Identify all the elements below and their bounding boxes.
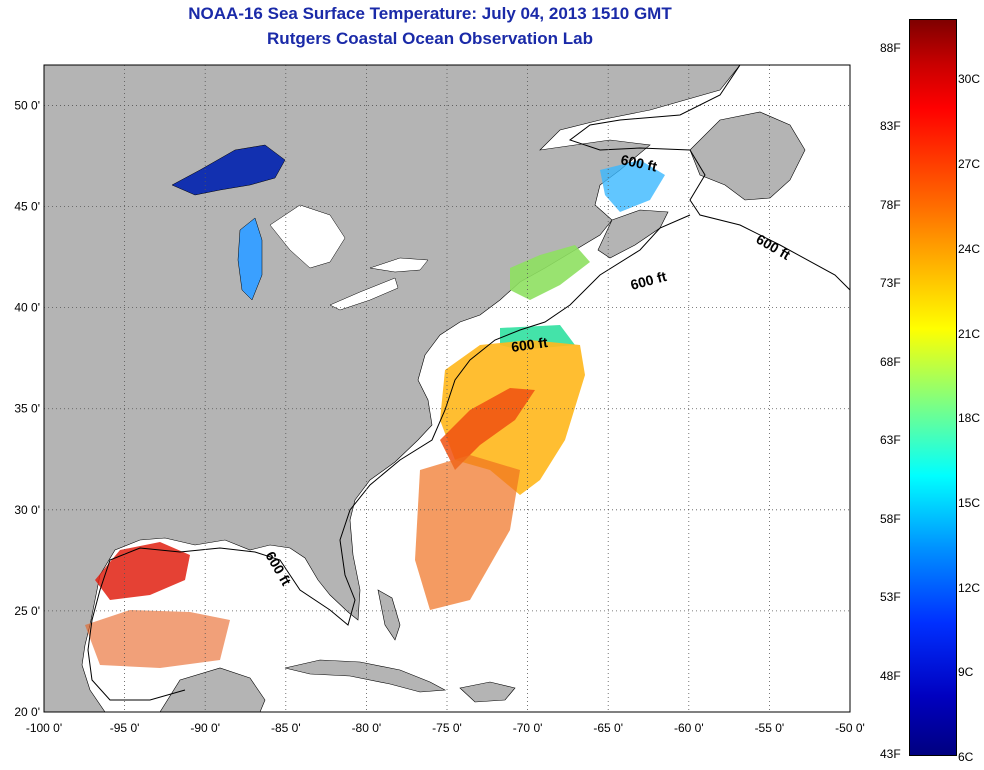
y-tick-label: 40 0' bbox=[14, 301, 40, 315]
x-tick-label: -65 0' bbox=[593, 721, 623, 735]
land-newfoundland bbox=[689, 111, 806, 201]
x-axis-ticks: -100 0' -95 0' -90 0' -85 0' -80 0' -75 0' -70… bbox=[26, 721, 865, 735]
contour-label-hudson: 600 ft bbox=[510, 334, 549, 355]
plot-frame bbox=[43, 64, 851, 713]
colorbar-c-label: 6C bbox=[958, 750, 974, 765]
colorbar-c-label: 21C bbox=[958, 326, 981, 341]
land-hispaniola bbox=[459, 681, 516, 703]
lake-erie bbox=[329, 277, 399, 311]
shelf-contour-line bbox=[87, 65, 850, 701]
colorbar-c-label: 18C bbox=[958, 411, 981, 426]
y-tick-label: 20 0' bbox=[14, 705, 40, 719]
y-axis-ticks: 50 0' 45 0' 40 0' 35 0' 30 0' 25 0' 20 0' bbox=[14, 98, 40, 719]
colorbar-f-label: 68F bbox=[880, 354, 901, 369]
lake-ontario bbox=[369, 257, 429, 273]
lake-michigan bbox=[237, 217, 263, 301]
colorbar-c-label: 30C bbox=[958, 72, 981, 87]
contour-label-newfoundland: 600 ft bbox=[619, 151, 658, 174]
land-cuba bbox=[284, 659, 447, 693]
colorbar-c-label: 9C bbox=[958, 665, 974, 680]
y-tick-label: 25 0' bbox=[14, 604, 40, 618]
x-tick-label: -90 0' bbox=[190, 721, 220, 735]
x-tick-label: -85 0' bbox=[271, 721, 301, 735]
land-nova-scotia bbox=[597, 209, 669, 259]
colorbar-c-label: 15C bbox=[958, 495, 981, 510]
colorbar-f-label: 53F bbox=[880, 590, 901, 605]
colorbar-f-label: 88F bbox=[880, 41, 901, 55]
chart-subtitle: Rutgers Coastal Ocean Observation Lab bbox=[267, 29, 593, 48]
colorbar-c-label: 12C bbox=[958, 580, 981, 595]
y-tick-label: 45 0' bbox=[14, 200, 40, 214]
sst-st-lawrence bbox=[600, 160, 665, 212]
colorbar-f-label: 58F bbox=[880, 511, 901, 526]
colorbar-f-label: 63F bbox=[880, 433, 901, 448]
colorbar-f-label: 48F bbox=[880, 668, 901, 683]
colorbar-f-label: 78F bbox=[880, 197, 901, 212]
chart-title: NOAA-16 Sea Surface Temperature: July 04… bbox=[188, 4, 672, 23]
colorbar-c-label: 24C bbox=[958, 241, 981, 256]
x-tick-label: -75 0' bbox=[432, 721, 462, 735]
y-tick-label: 50 0' bbox=[14, 98, 40, 112]
sst-gulf-of-maine bbox=[510, 245, 590, 300]
sst-gulf-stream bbox=[440, 388, 535, 470]
temperature-colorbar bbox=[909, 19, 957, 756]
x-tick-label: -95 0' bbox=[110, 721, 140, 735]
sst-gulf-south bbox=[85, 610, 230, 668]
x-tick-label: -60 0' bbox=[674, 721, 704, 735]
x-tick-label: -50 0' bbox=[835, 721, 865, 735]
y-tick-label: 35 0' bbox=[14, 402, 40, 416]
land-bahamas bbox=[377, 589, 401, 641]
lake-superior bbox=[171, 144, 286, 196]
sst-offshore-orange bbox=[415, 455, 520, 610]
x-tick-label: -70 0' bbox=[513, 721, 543, 735]
colorbar-f-label: 73F bbox=[880, 276, 901, 291]
x-tick-label: -100 0' bbox=[26, 721, 62, 735]
x-tick-label: -55 0' bbox=[755, 721, 785, 735]
colorbar-f-label: 83F bbox=[880, 119, 901, 134]
y-tick-label: 30 0' bbox=[14, 503, 40, 517]
land-yucatan bbox=[159, 667, 266, 712]
x-tick-label: -80 0' bbox=[352, 721, 382, 735]
colorbar-f-label: 43F bbox=[880, 747, 901, 761]
colorbar-c-label: 27C bbox=[958, 157, 981, 172]
